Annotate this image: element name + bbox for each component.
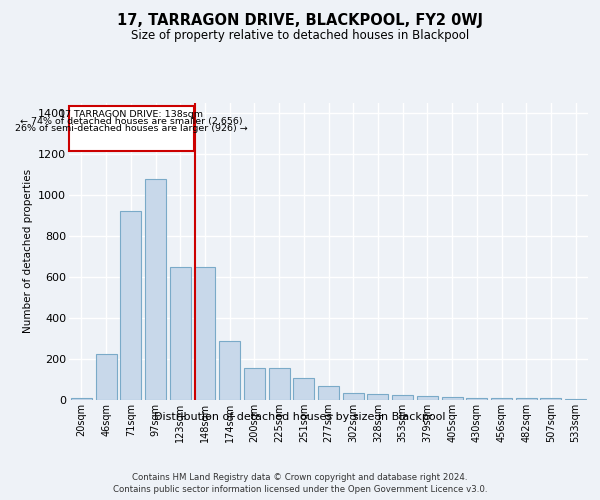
Text: Distribution of detached houses by size in Blackpool: Distribution of detached houses by size …	[154, 412, 446, 422]
Bar	[541, 398, 562, 400]
Text: 17, TARRAGON DRIVE, BLACKPOOL, FY2 0WJ: 17, TARRAGON DRIVE, BLACKPOOL, FY2 0WJ	[117, 12, 483, 28]
Bar	[95, 354, 116, 400]
Bar	[194, 266, 215, 400]
Text: 17 TARRAGON DRIVE: 138sqm: 17 TARRAGON DRIVE: 138sqm	[59, 110, 203, 118]
Bar	[516, 398, 537, 400]
Bar	[244, 368, 265, 400]
Text: Size of property relative to detached houses in Blackpool: Size of property relative to detached ho…	[131, 29, 469, 42]
Bar	[466, 398, 487, 400]
Y-axis label: Number of detached properties: Number of detached properties	[23, 169, 32, 334]
Text: ← 74% of detached houses are smaller (2,656): ← 74% of detached houses are smaller (2,…	[20, 117, 243, 126]
Bar	[318, 386, 339, 400]
Bar	[170, 266, 191, 400]
Bar	[293, 378, 314, 400]
Bar	[565, 399, 586, 400]
Bar	[269, 368, 290, 400]
Bar	[367, 394, 388, 400]
Bar	[145, 180, 166, 400]
Bar	[442, 397, 463, 400]
Bar	[120, 211, 141, 400]
Bar	[219, 340, 240, 400]
Text: 26% of semi-detached houses are larger (926) →: 26% of semi-detached houses are larger (…	[15, 124, 248, 134]
Text: Contains HM Land Registry data © Crown copyright and database right 2024.
Contai: Contains HM Land Registry data © Crown c…	[113, 472, 487, 494]
Bar	[343, 393, 364, 400]
Bar	[491, 398, 512, 400]
Bar	[392, 395, 413, 400]
Bar	[417, 396, 438, 400]
Bar	[71, 398, 92, 400]
FancyBboxPatch shape	[69, 106, 194, 150]
